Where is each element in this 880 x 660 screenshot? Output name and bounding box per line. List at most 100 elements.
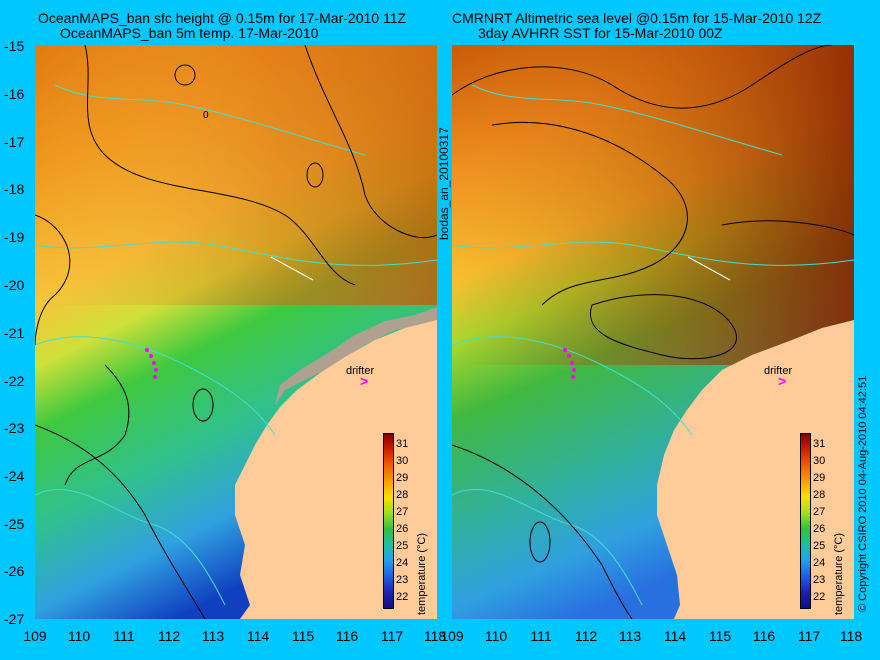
colorbar-tick: 29 xyxy=(813,472,826,484)
x-tick-label: 111 xyxy=(530,628,552,644)
colorbar-tick: 25 xyxy=(396,540,409,552)
colorbar-tick: 28 xyxy=(813,489,826,501)
y-tick-label: -22 xyxy=(4,373,25,389)
x-tick-label: 109 xyxy=(23,628,47,644)
drifter-label: drifter xyxy=(764,365,793,377)
y-tick-label: -23 xyxy=(4,420,25,436)
y-tick-label: -27 xyxy=(4,611,25,627)
drifter-arrow: > xyxy=(360,373,369,389)
x-tick-label: 110 xyxy=(484,628,508,644)
y-tick-label: -16 xyxy=(4,86,25,102)
isobath-line xyxy=(35,336,276,436)
drifter-arrow: > xyxy=(778,373,787,389)
colorbar-tick: 27 xyxy=(396,506,409,518)
colorbar-right xyxy=(800,433,811,609)
x-tick-label: 113 xyxy=(618,628,642,644)
isobath-line xyxy=(54,84,366,156)
isobath-line xyxy=(452,489,643,606)
x-tick-label: 118 xyxy=(839,628,863,644)
contour-loop xyxy=(306,162,324,188)
y-tick-label: -26 xyxy=(4,563,25,579)
left-map-panel: 0 drifter > 31 30 29 28 27 26 25 24 23 2… xyxy=(35,45,437,619)
colorbar-tick: 26 xyxy=(813,523,826,535)
transect-line xyxy=(687,256,731,281)
contour-value-label: 0 xyxy=(203,110,209,121)
y-tick-label: -17 xyxy=(4,134,25,150)
shelf-area xyxy=(275,307,437,405)
colorbar-tick: 28 xyxy=(396,489,409,501)
drifter-track xyxy=(563,348,576,379)
contour-line xyxy=(35,214,71,346)
colorbar-tick: 22 xyxy=(813,591,826,603)
colorbar-left xyxy=(383,433,394,609)
colorbar-title: temperature (°C) xyxy=(833,532,845,615)
warm-region xyxy=(35,45,437,305)
x-tick-label: 115 xyxy=(291,628,315,644)
right-map-panel: drifter > 31 30 29 28 27 26 25 24 23 22 … xyxy=(452,45,854,619)
left-title-line1: OceanMAPS_ban sfc height @ 0.15m for 17-… xyxy=(38,10,407,26)
contour-line xyxy=(452,45,833,109)
x-tick-label: 115 xyxy=(708,628,732,644)
y-tick-label: -18 xyxy=(4,181,25,197)
contour-line xyxy=(64,364,130,486)
isobath-line xyxy=(471,84,783,156)
x-tick-label: 114 xyxy=(246,628,270,644)
contour-line xyxy=(304,45,437,239)
colorbar-tick: 23 xyxy=(396,574,409,586)
colorbar-tick: 23 xyxy=(813,574,826,586)
x-tick-label: 117 xyxy=(797,628,821,644)
y-tick-label: -15 xyxy=(4,38,25,54)
isobath-line xyxy=(452,336,693,436)
drifter-track xyxy=(145,348,158,379)
colorbar-tick: 30 xyxy=(813,455,826,467)
y-tick-label: -25 xyxy=(4,516,25,532)
right-map-svg xyxy=(452,45,854,619)
colorbar-tick: 30 xyxy=(396,455,409,467)
contour-loop xyxy=(174,64,196,86)
left-title-line2: OceanMAPS_ban 5m temp. 17-Mar-2010 xyxy=(60,25,319,41)
x-tick-label: 116 xyxy=(752,628,776,644)
transect-line xyxy=(270,256,314,281)
model-run-label: bodas_an_20100317 xyxy=(437,127,451,240)
colorbar-tick: 24 xyxy=(396,557,409,569)
contour-line xyxy=(491,122,688,306)
contour-loop xyxy=(589,294,738,360)
left-map-svg: 0 xyxy=(35,45,437,619)
contour-line xyxy=(452,444,633,619)
drifter-label: drifter xyxy=(346,365,375,377)
colorbar-tick: 31 xyxy=(813,438,826,450)
contour-loop xyxy=(529,521,551,563)
right-title-line1: CMRNRT Altimetric sea level @0.15m for 1… xyxy=(452,10,822,26)
y-tick-label: -21 xyxy=(4,325,25,341)
contour-line xyxy=(35,424,206,619)
x-tick-label: 114 xyxy=(663,628,687,644)
colorbar-tick: 24 xyxy=(813,557,826,569)
colorbar-tick: 22 xyxy=(396,591,409,603)
isobath-line xyxy=(35,241,437,266)
x-tick-label: 112 xyxy=(574,628,598,644)
contour-loop xyxy=(192,388,214,422)
x-tick-label: 117 xyxy=(380,628,404,644)
x-tick-label: 118 xyxy=(423,628,447,644)
isobath-line xyxy=(452,241,854,266)
x-tick-label: 113 xyxy=(201,628,225,644)
y-tick-label: -19 xyxy=(4,229,25,245)
copyright-label: © Copyright CSIRO 2010 04-Aug-2010 04:42… xyxy=(857,375,869,612)
x-tick-label: 112 xyxy=(157,628,181,644)
x-tick-label: 111 xyxy=(113,628,135,644)
warm-region xyxy=(452,45,854,365)
colorbar-tick: 26 xyxy=(396,523,409,535)
right-title-line2: 3day AVHRR SST for 15-Mar-2010 00Z xyxy=(478,25,723,41)
contour-line xyxy=(721,220,854,236)
colorbar-tick: 25 xyxy=(813,540,826,552)
isobath-line xyxy=(35,489,226,606)
colorbar-tick: 31 xyxy=(396,438,409,450)
x-tick-label: 110 xyxy=(67,628,91,644)
contour-line xyxy=(84,45,356,286)
x-tick-label: 109 xyxy=(440,628,464,644)
colorbar-title: temperature (°C) xyxy=(416,532,428,615)
y-tick-label: -20 xyxy=(4,277,25,293)
x-tick-label: 116 xyxy=(335,628,359,644)
colorbar-tick: 29 xyxy=(396,472,409,484)
y-tick-label: -24 xyxy=(4,468,25,484)
